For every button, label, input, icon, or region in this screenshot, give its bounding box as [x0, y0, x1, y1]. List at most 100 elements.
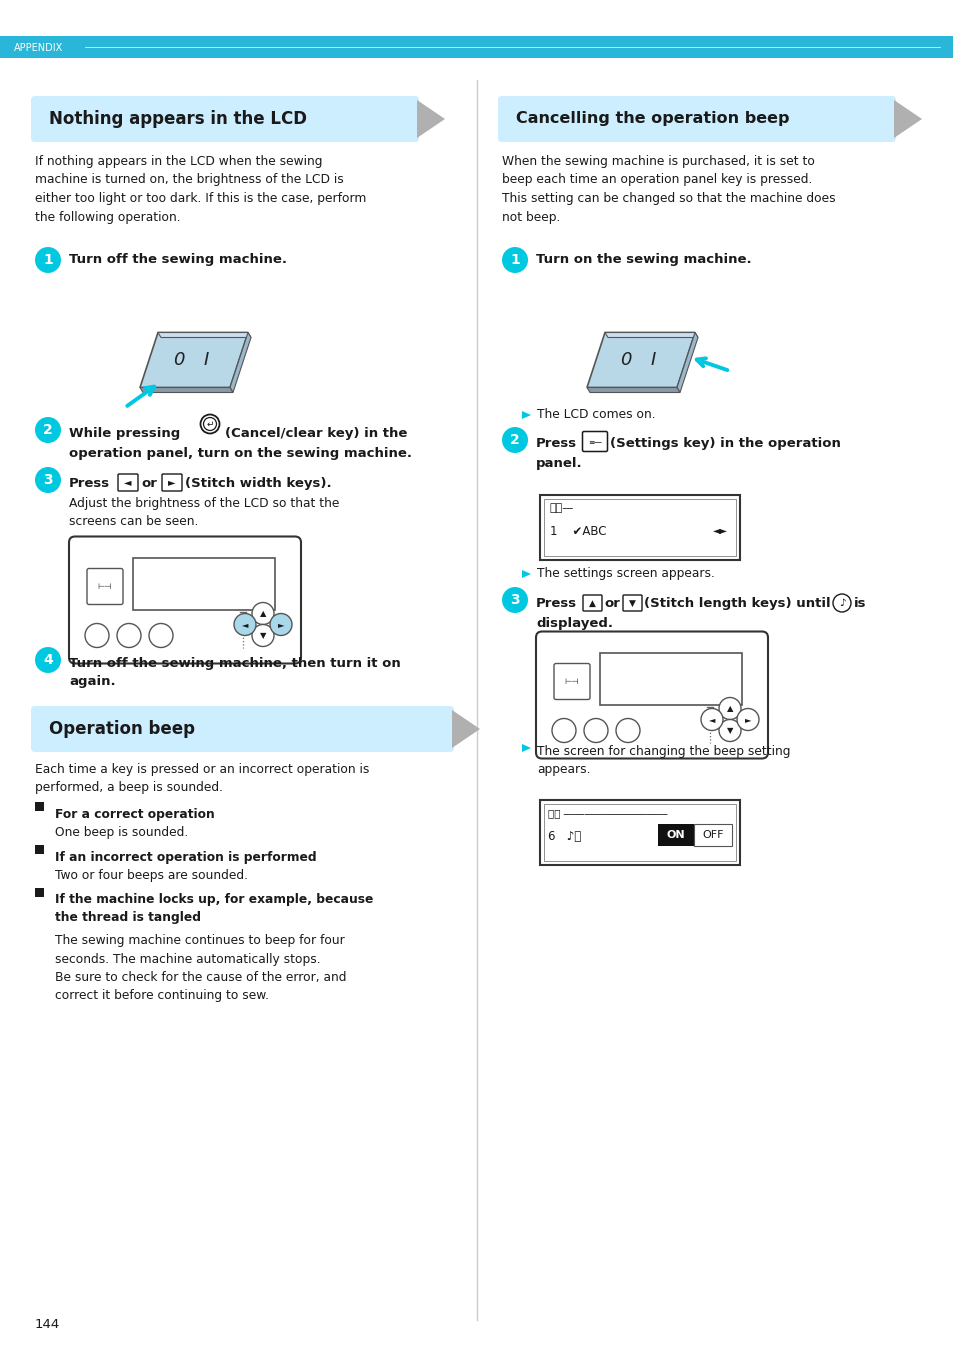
- Text: The settings screen appears.: The settings screen appears.: [537, 568, 714, 581]
- Text: If the machine locks up, for example, because
the thread is tangled: If the machine locks up, for example, be…: [55, 892, 373, 923]
- Text: I: I: [650, 350, 655, 369]
- Bar: [658, 824, 693, 847]
- Text: is: is: [853, 597, 865, 611]
- Text: 2: 2: [43, 423, 52, 437]
- Polygon shape: [140, 387, 233, 392]
- Text: APPENDIX: APPENDIX: [14, 43, 63, 53]
- Text: ▼: ▼: [628, 599, 636, 608]
- Circle shape: [501, 586, 527, 613]
- Polygon shape: [893, 100, 921, 137]
- Bar: [693, 824, 731, 847]
- Bar: [543, 803, 735, 861]
- FancyBboxPatch shape: [582, 594, 601, 611]
- Text: The sewing machine continues to beep for four
seconds. The machine automatically: The sewing machine continues to beep for…: [55, 934, 346, 1003]
- Text: ◄: ◄: [708, 714, 715, 724]
- Text: 山幡—: 山幡—: [550, 503, 574, 514]
- Text: 1: 1: [43, 253, 52, 267]
- Text: panel.: panel.: [536, 457, 582, 470]
- Circle shape: [35, 647, 61, 673]
- Text: 144: 144: [35, 1318, 60, 1332]
- Text: Nothing appears in the LCD: Nothing appears in the LCD: [49, 111, 307, 128]
- Text: While pressing: While pressing: [69, 427, 180, 439]
- FancyBboxPatch shape: [554, 663, 589, 700]
- Text: Each time a key is pressed or an incorrect operation is
performed, a beep is sou: Each time a key is pressed or an incorre…: [35, 763, 369, 794]
- Circle shape: [719, 697, 740, 720]
- Text: operation panel, turn on the sewing machine.: operation panel, turn on the sewing mach…: [69, 448, 412, 460]
- Text: (Stitch width keys).: (Stitch width keys).: [185, 477, 332, 491]
- Text: 山幡 ――――――――――: 山幡 ――――――――――: [547, 807, 667, 818]
- Polygon shape: [521, 411, 531, 419]
- FancyBboxPatch shape: [536, 631, 767, 759]
- Circle shape: [501, 247, 527, 274]
- Text: ↵: ↵: [206, 419, 213, 429]
- Text: The screen for changing the beep setting
appears.: The screen for changing the beep setting…: [537, 745, 790, 776]
- Text: 4: 4: [43, 652, 52, 667]
- Bar: [35, 845, 44, 855]
- Circle shape: [270, 613, 292, 635]
- Polygon shape: [416, 100, 444, 137]
- Text: 0: 0: [619, 350, 631, 369]
- Text: OFF: OFF: [701, 830, 723, 840]
- Text: 0: 0: [173, 350, 185, 369]
- Text: 3: 3: [43, 473, 52, 487]
- Polygon shape: [604, 333, 698, 337]
- Text: (Cancel/clear key) in the: (Cancel/clear key) in the: [225, 427, 407, 439]
- Text: Two or four beeps are sounded.: Two or four beeps are sounded.: [55, 869, 248, 882]
- Text: ►: ►: [744, 714, 750, 724]
- Text: Press: Press: [536, 437, 577, 450]
- FancyBboxPatch shape: [87, 569, 123, 604]
- Text: ⊢⊣: ⊢⊣: [97, 582, 112, 590]
- Text: If an incorrect operation is performed: If an incorrect operation is performed: [55, 851, 316, 864]
- Polygon shape: [230, 333, 251, 392]
- Bar: [539, 495, 740, 559]
- Text: ►: ►: [168, 477, 175, 488]
- Text: or: or: [603, 597, 619, 611]
- Bar: [35, 802, 44, 811]
- Text: One beep is sounded.: One beep is sounded.: [55, 826, 188, 838]
- Circle shape: [252, 603, 274, 624]
- FancyBboxPatch shape: [497, 96, 895, 142]
- FancyBboxPatch shape: [30, 96, 418, 142]
- Text: When the sewing machine is purchased, it is set to
beep each time an operation p: When the sewing machine is purchased, it…: [501, 155, 835, 224]
- Bar: [539, 799, 740, 865]
- Bar: [599, 652, 741, 705]
- Text: (Stitch length keys) until: (Stitch length keys) until: [643, 597, 830, 611]
- Circle shape: [149, 624, 172, 647]
- Text: ►: ►: [277, 620, 284, 630]
- Circle shape: [700, 709, 722, 731]
- Text: For a correct operation: For a correct operation: [55, 807, 214, 821]
- Text: ▲: ▲: [259, 609, 266, 617]
- Polygon shape: [586, 387, 679, 392]
- Text: ◄: ◄: [241, 620, 248, 630]
- Circle shape: [583, 718, 607, 743]
- Circle shape: [85, 624, 109, 647]
- Text: 6   ♪⧗: 6 ♪⧗: [547, 830, 580, 842]
- Circle shape: [35, 417, 61, 443]
- Bar: [543, 499, 735, 555]
- Circle shape: [233, 613, 255, 635]
- Polygon shape: [677, 333, 698, 392]
- Text: Adjust the brightness of the LCD so that the
screens can be seen.: Adjust the brightness of the LCD so that…: [69, 497, 339, 528]
- Text: or: or: [141, 477, 156, 491]
- Text: If nothing appears in the LCD when the sewing
machine is turned on, the brightne: If nothing appears in the LCD when the s…: [35, 155, 366, 224]
- Text: ◄►: ◄►: [712, 524, 727, 535]
- Text: Turn off the sewing machine.: Turn off the sewing machine.: [69, 253, 287, 267]
- FancyBboxPatch shape: [622, 594, 641, 611]
- Circle shape: [719, 720, 740, 741]
- Text: displayed.: displayed.: [536, 617, 613, 630]
- Circle shape: [832, 594, 850, 612]
- Text: ◄: ◄: [124, 477, 132, 488]
- Circle shape: [501, 427, 527, 453]
- Circle shape: [200, 414, 219, 434]
- FancyBboxPatch shape: [582, 431, 607, 452]
- Text: ▼: ▼: [259, 631, 266, 640]
- Text: Cancelling the operation beep: Cancelling the operation beep: [516, 112, 789, 127]
- Text: Press: Press: [69, 477, 110, 491]
- Polygon shape: [521, 570, 531, 578]
- Bar: [35, 888, 44, 896]
- Circle shape: [203, 418, 216, 430]
- FancyBboxPatch shape: [162, 474, 182, 491]
- Text: ♪: ♪: [838, 599, 844, 608]
- Polygon shape: [521, 744, 531, 752]
- Text: ▲: ▲: [726, 704, 733, 713]
